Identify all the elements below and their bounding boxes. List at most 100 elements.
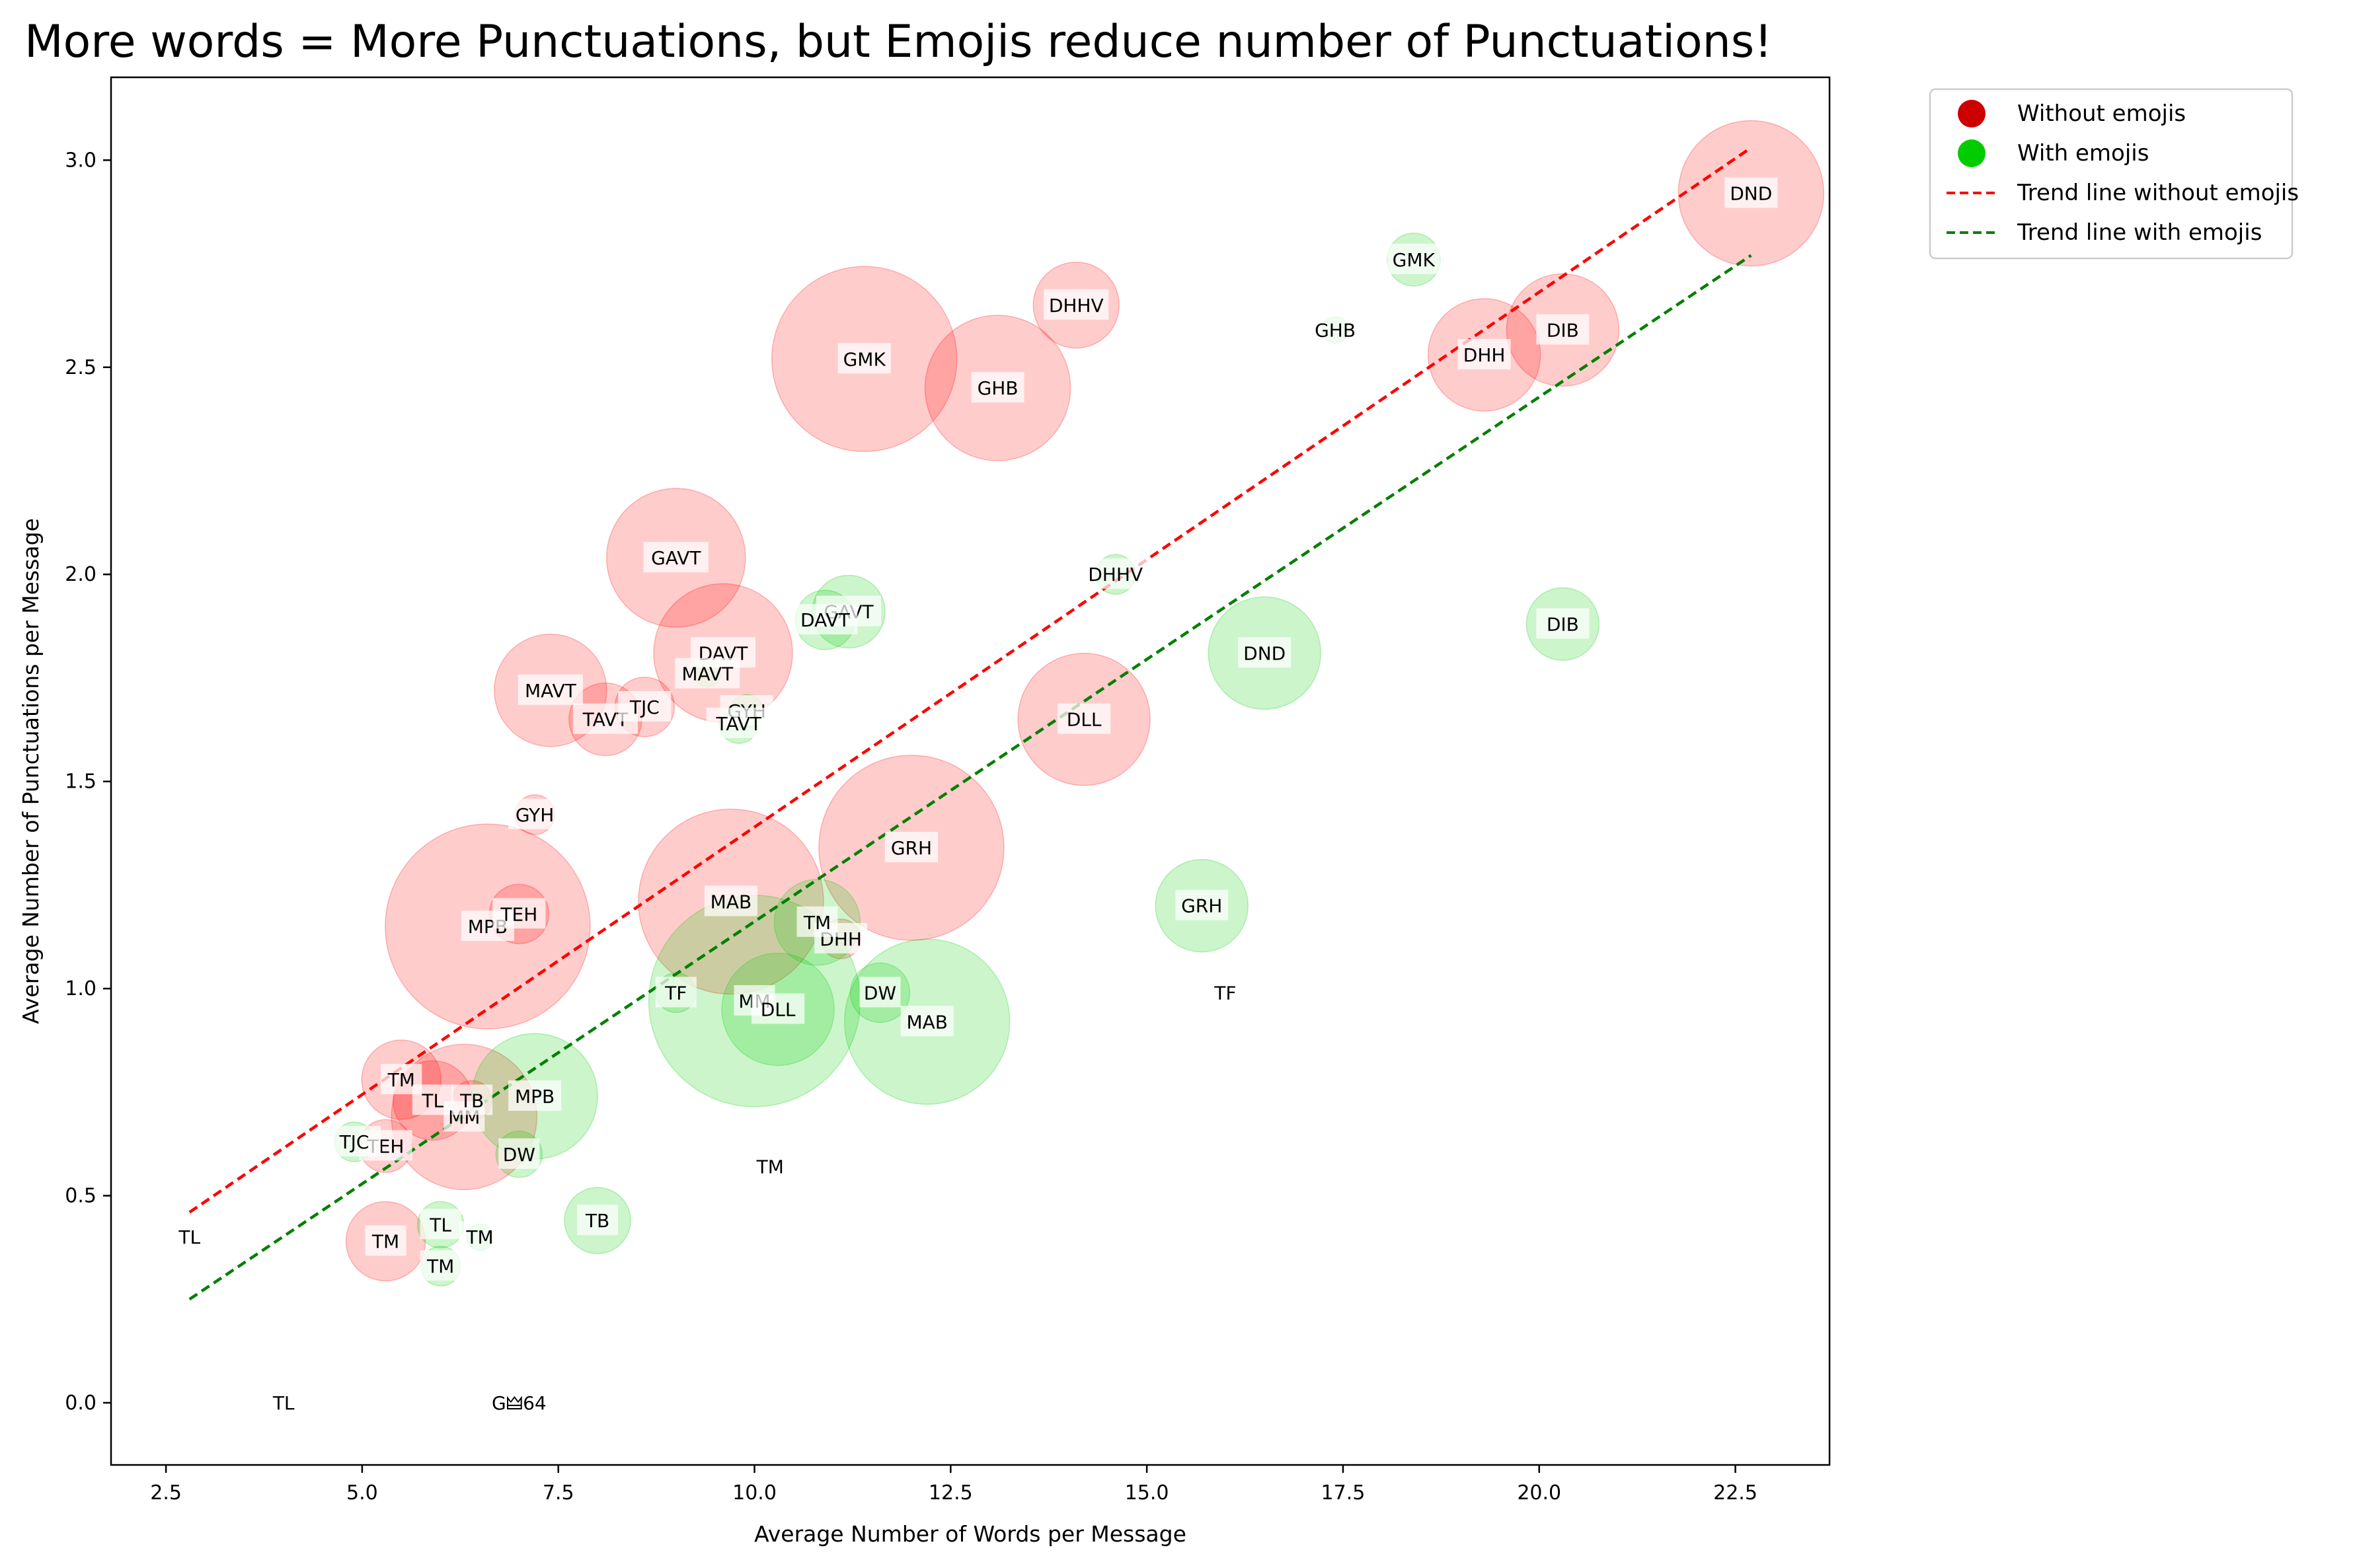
point-label-bg [1457, 339, 1511, 369]
y-tick-label: 0.0 [65, 1392, 96, 1415]
point-label-bg [498, 1138, 540, 1169]
point-label: GYH [516, 804, 554, 826]
x-tick-label: 7.5 [543, 1481, 574, 1505]
point-label-bg [1309, 314, 1362, 345]
point-label: GMK [1393, 249, 1436, 271]
point-label: DLL [1067, 709, 1102, 731]
x-tick-label: 20.0 [1517, 1481, 1561, 1505]
point-label: TB [585, 1210, 609, 1232]
point-label-bg [577, 1205, 619, 1236]
point-label: TM [465, 1226, 493, 1248]
point-label: MAVT [525, 680, 577, 702]
x-tick-label: 2.5 [150, 1481, 182, 1505]
point-label-bg [704, 885, 757, 916]
point-label: DLL [761, 998, 796, 1020]
plot-frame [110, 76, 1831, 1466]
point-label-bg [971, 372, 1024, 403]
y-tick-label: 0.5 [65, 1185, 96, 1208]
x-tick-label: 22.5 [1713, 1481, 1757, 1505]
x-axis-label: Average Number of Words per Message [754, 1521, 1186, 1547]
point-label-bg [1387, 243, 1440, 274]
point-label: TM [803, 912, 831, 934]
point-label: DW [864, 982, 896, 1004]
point-label-bg [900, 1006, 954, 1037]
point-label-bg [508, 1080, 562, 1111]
point-label: TM [756, 1156, 784, 1178]
point-label: DHHV [1049, 295, 1104, 317]
chart-title: More words = More Punctuations, but Emoj… [24, 16, 1772, 68]
point-label-bg [655, 977, 697, 1008]
point-label: GMK [843, 348, 886, 370]
point-label-bg [420, 1209, 461, 1240]
point-label-bg [1238, 637, 1292, 668]
point-label: TM [426, 1255, 454, 1277]
point-label: DND [1730, 183, 1772, 205]
legend-label-without: Without emojis [2017, 100, 2186, 127]
point-label: DIB [1547, 319, 1579, 341]
point-label: G🜲64 [492, 1392, 547, 1414]
point-label-bg [518, 674, 583, 705]
point-label: TL [429, 1214, 451, 1236]
point-labels: DND DIB DHH DHHV GMK GHB GAVT DAVT MAVT TAVT TJC DL… [178, 177, 1778, 1414]
x-axis-ticks: 2.5 5.0 7.5 10.0 12.5 15.0 17.5 20.0 22.5 [150, 1465, 1757, 1505]
trend-line-without-emojis [188, 146, 1752, 1214]
x-tick-label: 12.5 [929, 1481, 973, 1505]
point-label-bg [859, 977, 901, 1008]
point-label: TL [178, 1226, 200, 1248]
point-label: TF [1214, 982, 1236, 1004]
y-tick-label: 2.0 [65, 563, 96, 586]
point-label-bg [675, 657, 740, 689]
y-tick-label: 3.0 [65, 149, 96, 172]
point-label: MAB [906, 1011, 948, 1033]
point-label: DAVT [800, 609, 851, 631]
point-label-bg [1083, 558, 1148, 589]
point-label-bg [1536, 314, 1590, 345]
x-tick-label: 10.0 [732, 1481, 777, 1505]
legend-label-trend-without: Trend line without emojis [2017, 180, 2299, 206]
y-tick-label: 2.5 [65, 356, 96, 379]
point-label-bg [796, 906, 838, 937]
point-label: GRH [891, 837, 932, 859]
point-label-bg [1175, 889, 1229, 920]
point-label: TJC [629, 696, 660, 718]
point-label-bg [1536, 608, 1590, 639]
point-label-bg [420, 1250, 461, 1281]
point-label: TB [459, 1090, 484, 1111]
x-tick-label: 5.0 [346, 1481, 378, 1505]
y-axis-ticks: 0.0 0.5 1.0 1.5 2.0 2.5 3.0 [65, 149, 111, 1415]
y-tick-label: 1.0 [65, 977, 96, 1000]
point-label-bg [328, 1126, 381, 1157]
y-axis-label: Average Number of Punctuations per Messa… [18, 518, 44, 1024]
point-label: TJC [339, 1131, 369, 1153]
point-label: GAVT [651, 547, 701, 569]
point-label-bg [1044, 289, 1109, 320]
point-label: DHH [1463, 344, 1506, 366]
point-label: TM [387, 1069, 415, 1091]
y-tick-label: 1.5 [65, 770, 96, 794]
point-label-bg [492, 898, 546, 929]
point-label: MAVT [681, 663, 734, 685]
point-label-bg [365, 1225, 406, 1256]
point-label-bg [884, 831, 938, 862]
point-label: TL [272, 1392, 295, 1414]
point-label-bg [451, 1084, 493, 1115]
point-label-bg [837, 343, 891, 374]
point-label: DIB [1547, 613, 1579, 635]
x-tick-label: 17.5 [1321, 1481, 1366, 1505]
point-label-bg [706, 707, 771, 738]
point-label: DHHV [1088, 564, 1143, 585]
legend-marker-without [1958, 100, 1986, 128]
point-label-bg [459, 1221, 500, 1252]
point-label: TEH [500, 903, 537, 925]
point-label: TAVT [715, 713, 761, 735]
point-label-bg [1058, 703, 1111, 734]
legend-label-with: With emojis [2017, 140, 2149, 167]
point-label: GHB [1315, 319, 1356, 341]
point-label: TM [371, 1230, 399, 1252]
point-label: TL [421, 1090, 444, 1111]
point-label-bg [618, 691, 672, 722]
legend-box [1929, 88, 2294, 260]
legend-label-trend-with: Trend line with emojis [2017, 219, 2262, 246]
point-label-bg [508, 798, 562, 829]
